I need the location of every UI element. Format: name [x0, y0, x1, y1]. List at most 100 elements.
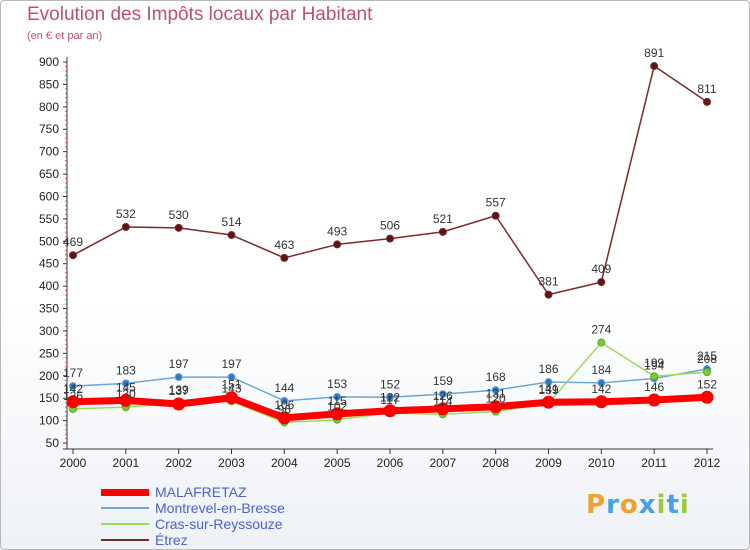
data-label: 183 — [116, 363, 136, 377]
x-tick-label: 2007 — [429, 456, 456, 470]
data-label: 122 — [380, 391, 400, 405]
data-label: 153 — [327, 377, 347, 391]
data-label: 506 — [380, 219, 400, 233]
data-label: 199 — [644, 356, 664, 370]
data-point — [650, 372, 659, 381]
data-label: 493 — [327, 224, 347, 238]
y-tick-label: 550 — [39, 212, 59, 226]
data-label: 891 — [644, 46, 664, 60]
x-tick-label: 2004 — [271, 456, 298, 470]
y-tick-label: 850 — [39, 77, 59, 91]
data-label: 168 — [486, 370, 506, 384]
data-label: 152 — [380, 377, 400, 391]
data-point — [650, 62, 659, 71]
data-label: 141 — [538, 382, 558, 396]
x-tick-label: 2002 — [165, 456, 192, 470]
data-label: 114 — [433, 394, 452, 408]
data-label: 532 — [116, 207, 136, 221]
data-label: 126 — [433, 389, 453, 403]
data-point — [542, 395, 555, 409]
data-label: 186 — [538, 362, 558, 376]
data-label: 530 — [169, 208, 189, 222]
data-label: 463 — [274, 238, 294, 252]
data-point — [227, 373, 236, 382]
y-tick-label: 400 — [39, 279, 59, 293]
data-point — [438, 227, 447, 236]
x-tick-label: 2001 — [112, 456, 139, 470]
data-label: 142 — [591, 382, 611, 396]
data-label: 151 — [221, 378, 241, 392]
data-point — [280, 396, 289, 405]
data-label: 115 — [328, 394, 347, 408]
y-tick-label: 750 — [39, 122, 59, 136]
data-point — [69, 382, 77, 391]
y-tick-label: 450 — [39, 257, 59, 271]
data-point — [386, 393, 394, 402]
data-label: 159 — [433, 374, 453, 388]
data-point — [174, 223, 183, 232]
series-line — [72, 65, 708, 296]
data-label: 137 — [169, 384, 189, 398]
data-point — [121, 379, 130, 388]
data-point — [277, 411, 291, 425]
data-label: 557 — [486, 196, 506, 210]
data-label: 811 — [697, 82, 716, 96]
logo-letter: P — [586, 490, 607, 520]
data-point — [333, 240, 342, 249]
y-tick-label: 800 — [39, 100, 59, 114]
data-point — [280, 253, 289, 262]
y-tick-label: 900 — [39, 55, 59, 69]
legend-swatch — [101, 539, 149, 541]
data-label: 143 — [221, 381, 241, 395]
legend-label: MALAFRETAZ — [155, 484, 247, 500]
data-label: 197 — [169, 357, 189, 371]
y-tick-label: 600 — [39, 189, 59, 203]
data-label: 102 — [327, 400, 347, 414]
legend-label: Cras-sur-Reyssouze — [155, 516, 283, 532]
legend-swatch — [101, 488, 149, 496]
x-tick-label: 2012 — [694, 456, 721, 470]
data-labels: 469 532 530 514 463 493 506 521 557 381 409 891 811 1… — [63, 46, 717, 416]
axes: 50 100 150 200 250 300 350 400 450 500 550 600 650 70… — [39, 55, 721, 470]
data-label: 117 — [380, 393, 399, 407]
data-point — [436, 402, 450, 416]
data-point — [330, 407, 344, 421]
data-label: 208 — [697, 352, 717, 366]
series — [66, 62, 714, 427]
data-point — [489, 400, 503, 414]
y-tick-label: 200 — [39, 369, 59, 383]
data-point — [700, 390, 714, 404]
data-label: 274 — [591, 323, 611, 337]
y-tick-label: 300 — [39, 324, 59, 338]
legend-label: Montrevel-en-Bresse — [155, 500, 285, 516]
x-tick-label: 2010 — [588, 456, 615, 470]
x-tick-label: 2009 — [535, 456, 562, 470]
proxiti-logo: Proxiti — [586, 490, 690, 520]
data-point — [438, 390, 447, 399]
data-point — [386, 234, 394, 243]
data-point — [703, 368, 711, 377]
data-point — [174, 373, 183, 382]
data-point — [225, 391, 238, 405]
data-point — [597, 378, 606, 387]
data-label: 215 — [697, 349, 717, 363]
data-point — [66, 395, 80, 409]
data-label: 146 — [644, 380, 664, 394]
y-tick-label: 150 — [39, 391, 59, 405]
logo-letter: x — [638, 490, 657, 520]
data-label: 106 — [274, 398, 294, 412]
data-label: 177 — [63, 366, 83, 380]
y-tick-label: 700 — [39, 145, 59, 159]
legend-swatch — [101, 507, 149, 509]
data-label: 144 — [274, 381, 294, 395]
data-point — [647, 393, 661, 407]
x-tick-label: 2005 — [324, 456, 351, 470]
y-tick-label: 650 — [39, 167, 59, 181]
legend-label: Étrez — [155, 532, 188, 548]
x-tick-label: 2003 — [218, 456, 245, 470]
data-point — [703, 97, 711, 106]
logo-letter: t — [666, 490, 680, 520]
data-point — [491, 386, 500, 395]
